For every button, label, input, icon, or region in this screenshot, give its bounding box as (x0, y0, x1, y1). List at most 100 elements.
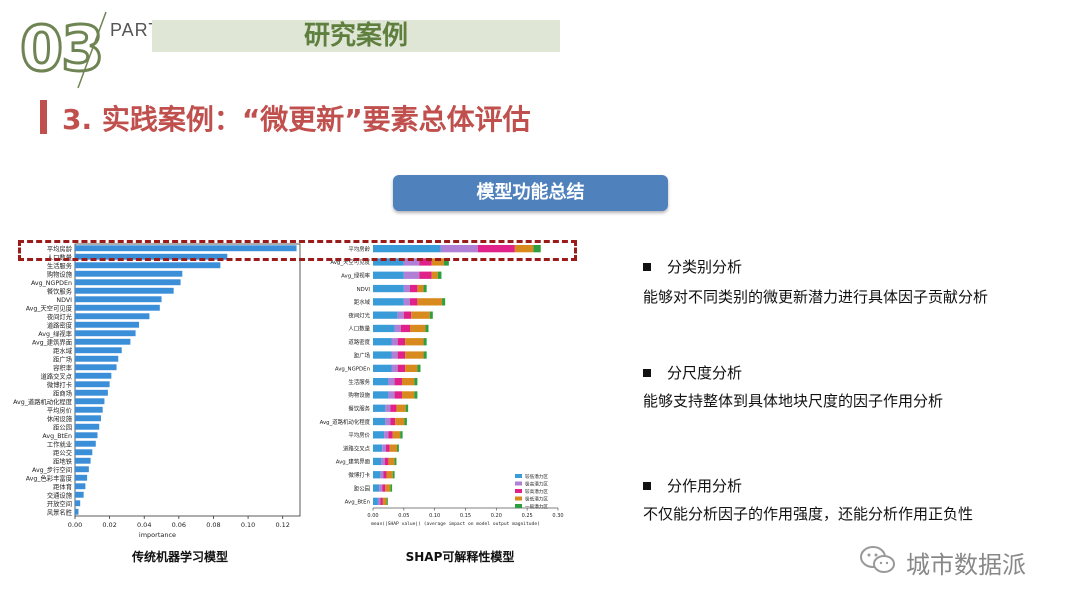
title-bar (152, 20, 560, 52)
legend-label: 极低潜力区 (525, 496, 548, 503)
bar (75, 474, 88, 481)
shap-summary-chart: 平均房龄 Avg_天空可见度 Avg_绿视率 NDVI 距水域夜间灯光人口数量道路密度距… (320, 245, 564, 527)
stacked-bar-segment (373, 404, 386, 412)
bar (75, 364, 117, 371)
stacked-bar-segment (400, 324, 410, 333)
stacked-bar-segment (383, 471, 387, 479)
stacked-bar-segment (414, 378, 418, 386)
stacked-bar-segment (397, 444, 399, 452)
page-title: 研究案例 (303, 21, 408, 51)
bar-label: 平均房价 (47, 405, 73, 414)
stacked-bar-segment (373, 484, 380, 492)
bar-label: Avg_道路机动化程度 (320, 418, 371, 426)
stacked-bar-segment (396, 404, 406, 412)
stacked-bar-segment (381, 457, 385, 466)
bar-label: 平均房龄 (47, 244, 73, 253)
legend-swatch (515, 504, 522, 508)
bullet-1-desc: 能够对不同类别的微更新潜力进行具体因子贡献分析 (643, 288, 989, 306)
stacked-bar-segment (380, 471, 384, 479)
stacked-bar-segment (423, 284, 427, 293)
bar (75, 313, 150, 320)
x-tick-label: 0.30 (552, 513, 563, 519)
watermark: 城市数据派 (906, 551, 1026, 579)
bar-label: 距广场 (53, 354, 72, 363)
bar (75, 330, 136, 337)
stacked-bar-segment (403, 284, 410, 293)
stacked-bar-segment (401, 378, 415, 386)
stacked-bar-segment (384, 431, 389, 439)
bar (75, 321, 140, 328)
stacked-bar-segment (373, 298, 404, 306)
stacked-bar-segment (385, 404, 391, 412)
bar-label: 餐饮服务 (47, 286, 73, 295)
x-tick-label: 0.10 (241, 521, 255, 529)
legend-label: 较低潜力区 (525, 473, 548, 480)
bar-label: Avg_建筑界面 (336, 458, 371, 466)
x-tick-label: 0.00 (68, 521, 82, 529)
bar (75, 296, 162, 303)
stacked-bar-segment (382, 444, 386, 452)
bar (75, 423, 100, 430)
stacked-bar-segment (388, 391, 395, 399)
stacked-bar-segment (373, 271, 404, 279)
bar-label: 平均房龄 (348, 245, 370, 253)
stacked-bar-segment (394, 378, 402, 386)
legend-label: 较高潜力区 (525, 488, 548, 495)
bar-label: Avg_步行空间 (32, 465, 72, 474)
stacked-bar-segment (373, 245, 441, 253)
stacked-bar-segment (388, 431, 393, 439)
stacked-bar-segment (419, 258, 432, 266)
bar-label: Avg_BtEn (42, 433, 72, 440)
stacked-bar-segment (392, 431, 401, 439)
part-slash-decoration (77, 11, 107, 89)
stacked-bar-segment (440, 245, 478, 253)
stacked-bar-segment (397, 364, 406, 372)
bar (75, 466, 89, 473)
section-marker (40, 100, 47, 134)
part-number: 03 (18, 12, 105, 85)
bullet-2-title: 分尺度分析 (667, 364, 743, 382)
bar-label: 人口数量 (348, 325, 370, 333)
stacked-bar-segment (388, 457, 395, 466)
bar (75, 389, 108, 396)
stacked-bar-segment (417, 298, 443, 306)
stacked-bar-segment (401, 391, 415, 399)
stacked-bar-segment (373, 351, 392, 359)
bar-label: 人口数量 (47, 252, 73, 261)
stacked-bar-segment (410, 298, 418, 306)
stacked-bar-segment (373, 311, 398, 319)
stacked-bar-segment (397, 351, 406, 359)
bar (75, 406, 103, 413)
stacked-bar-segment (386, 497, 388, 505)
stacked-bar-segment (373, 497, 378, 505)
x-tick-label: 0.04 (137, 521, 151, 529)
legend-swatch (515, 481, 522, 486)
bar-label: 微博打卡 (47, 380, 72, 389)
stacked-bar-segment (391, 364, 398, 372)
bar-label: 夜间灯光 (348, 311, 370, 319)
left-chart-caption: 传统机器学习模型 (131, 550, 228, 564)
bar-label: 平均房价 (348, 431, 370, 439)
stacked-bar-segment (403, 258, 420, 266)
bar-label: Avg_绿视率 (38, 329, 72, 338)
bullet-2-desc: 能够支持整体到具体地块尺度的因子作用分析 (643, 392, 944, 410)
stacked-bar-segment (386, 471, 393, 479)
x-tick-label: 0.02 (102, 521, 116, 529)
bar-label: 容积率 (53, 363, 72, 372)
stacked-bar-segment (373, 471, 381, 479)
bar (75, 483, 86, 490)
bullet-1: 分类别分析 (643, 256, 742, 277)
bar (75, 440, 96, 447)
stacked-bar-segment (394, 324, 401, 333)
stacked-bar-segment (395, 417, 405, 426)
stacked-bar-segment (425, 324, 429, 333)
stacked-bar-segment (423, 351, 427, 359)
bar (75, 355, 119, 362)
stacked-bar-segment (373, 431, 385, 439)
bar (75, 457, 91, 464)
x-tick-label: 0.08 (206, 521, 220, 529)
stacked-bar-segment (431, 258, 444, 266)
section-title: 3. 实践案例：“微更新”要素总体评估 (62, 103, 531, 136)
stacked-bar-segment (373, 338, 392, 346)
right-chart-caption: SHAP可解释性模型 (405, 550, 515, 564)
